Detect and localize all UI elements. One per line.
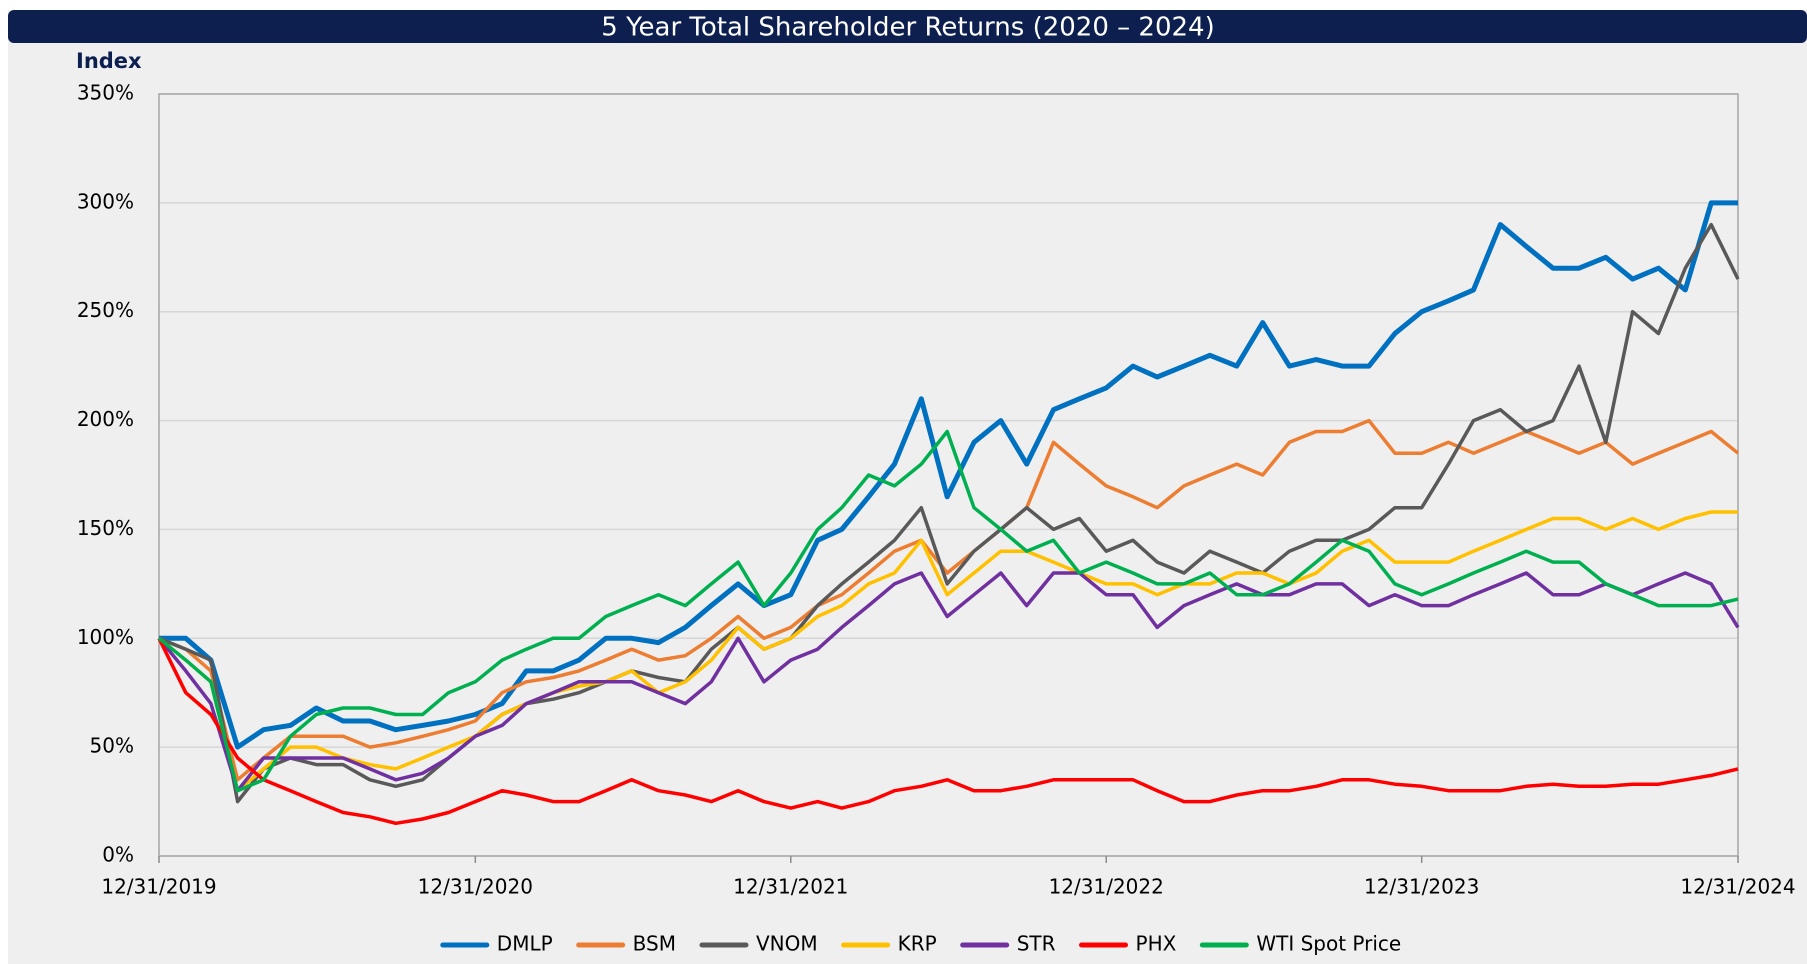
legend: DMLP BSM VNOM KRP STR PHX WTI Spot Price bbox=[440, 932, 1401, 956]
legend-label: STR bbox=[1017, 932, 1056, 956]
y-tick-label: 200% bbox=[77, 407, 134, 431]
x-tick-label: 12/31/2022 bbox=[1049, 875, 1164, 899]
series-line bbox=[157, 510, 1738, 793]
x-tick-label: 12/31/2024 bbox=[1680, 875, 1795, 899]
series-line bbox=[158, 222, 1740, 804]
series-line bbox=[158, 418, 1740, 782]
legend-label: WTI Spot Price bbox=[1256, 932, 1401, 956]
series-line bbox=[157, 571, 1740, 793]
legend-label: VNOM bbox=[756, 932, 818, 956]
series-line bbox=[157, 637, 1739, 826]
legend-label: PHX bbox=[1136, 932, 1177, 956]
background bbox=[8, 10, 1807, 964]
legend-label: BSM bbox=[633, 932, 676, 956]
plot-border bbox=[158, 93, 1739, 857]
x-tick-label: 12/31/2020 bbox=[418, 875, 533, 899]
y-tick-label: 250% bbox=[77, 298, 134, 322]
y-tick-label: 150% bbox=[77, 516, 134, 540]
y-tick-label: 50% bbox=[90, 734, 134, 758]
x-tick-label: 12/31/2021 bbox=[733, 875, 848, 899]
legend-label: KRP bbox=[898, 932, 937, 956]
y-tick-label: 300% bbox=[77, 189, 134, 213]
series-line bbox=[157, 429, 1739, 793]
y-axis-label: Index bbox=[76, 49, 142, 73]
chart-title: 5 Year Total Shareholder Returns (2020 –… bbox=[601, 13, 1214, 43]
y-tick-label: 0% bbox=[102, 843, 134, 867]
x-tick-label: 12/31/2019 bbox=[101, 875, 216, 899]
series-line bbox=[159, 200, 1738, 750]
title-bar bbox=[8, 10, 1807, 43]
y-tick-label: 350% bbox=[77, 81, 134, 105]
y-tick-label: 100% bbox=[77, 625, 134, 649]
legend-label: DMLP bbox=[497, 932, 553, 956]
x-tick-label: 12/31/2023 bbox=[1364, 875, 1479, 899]
